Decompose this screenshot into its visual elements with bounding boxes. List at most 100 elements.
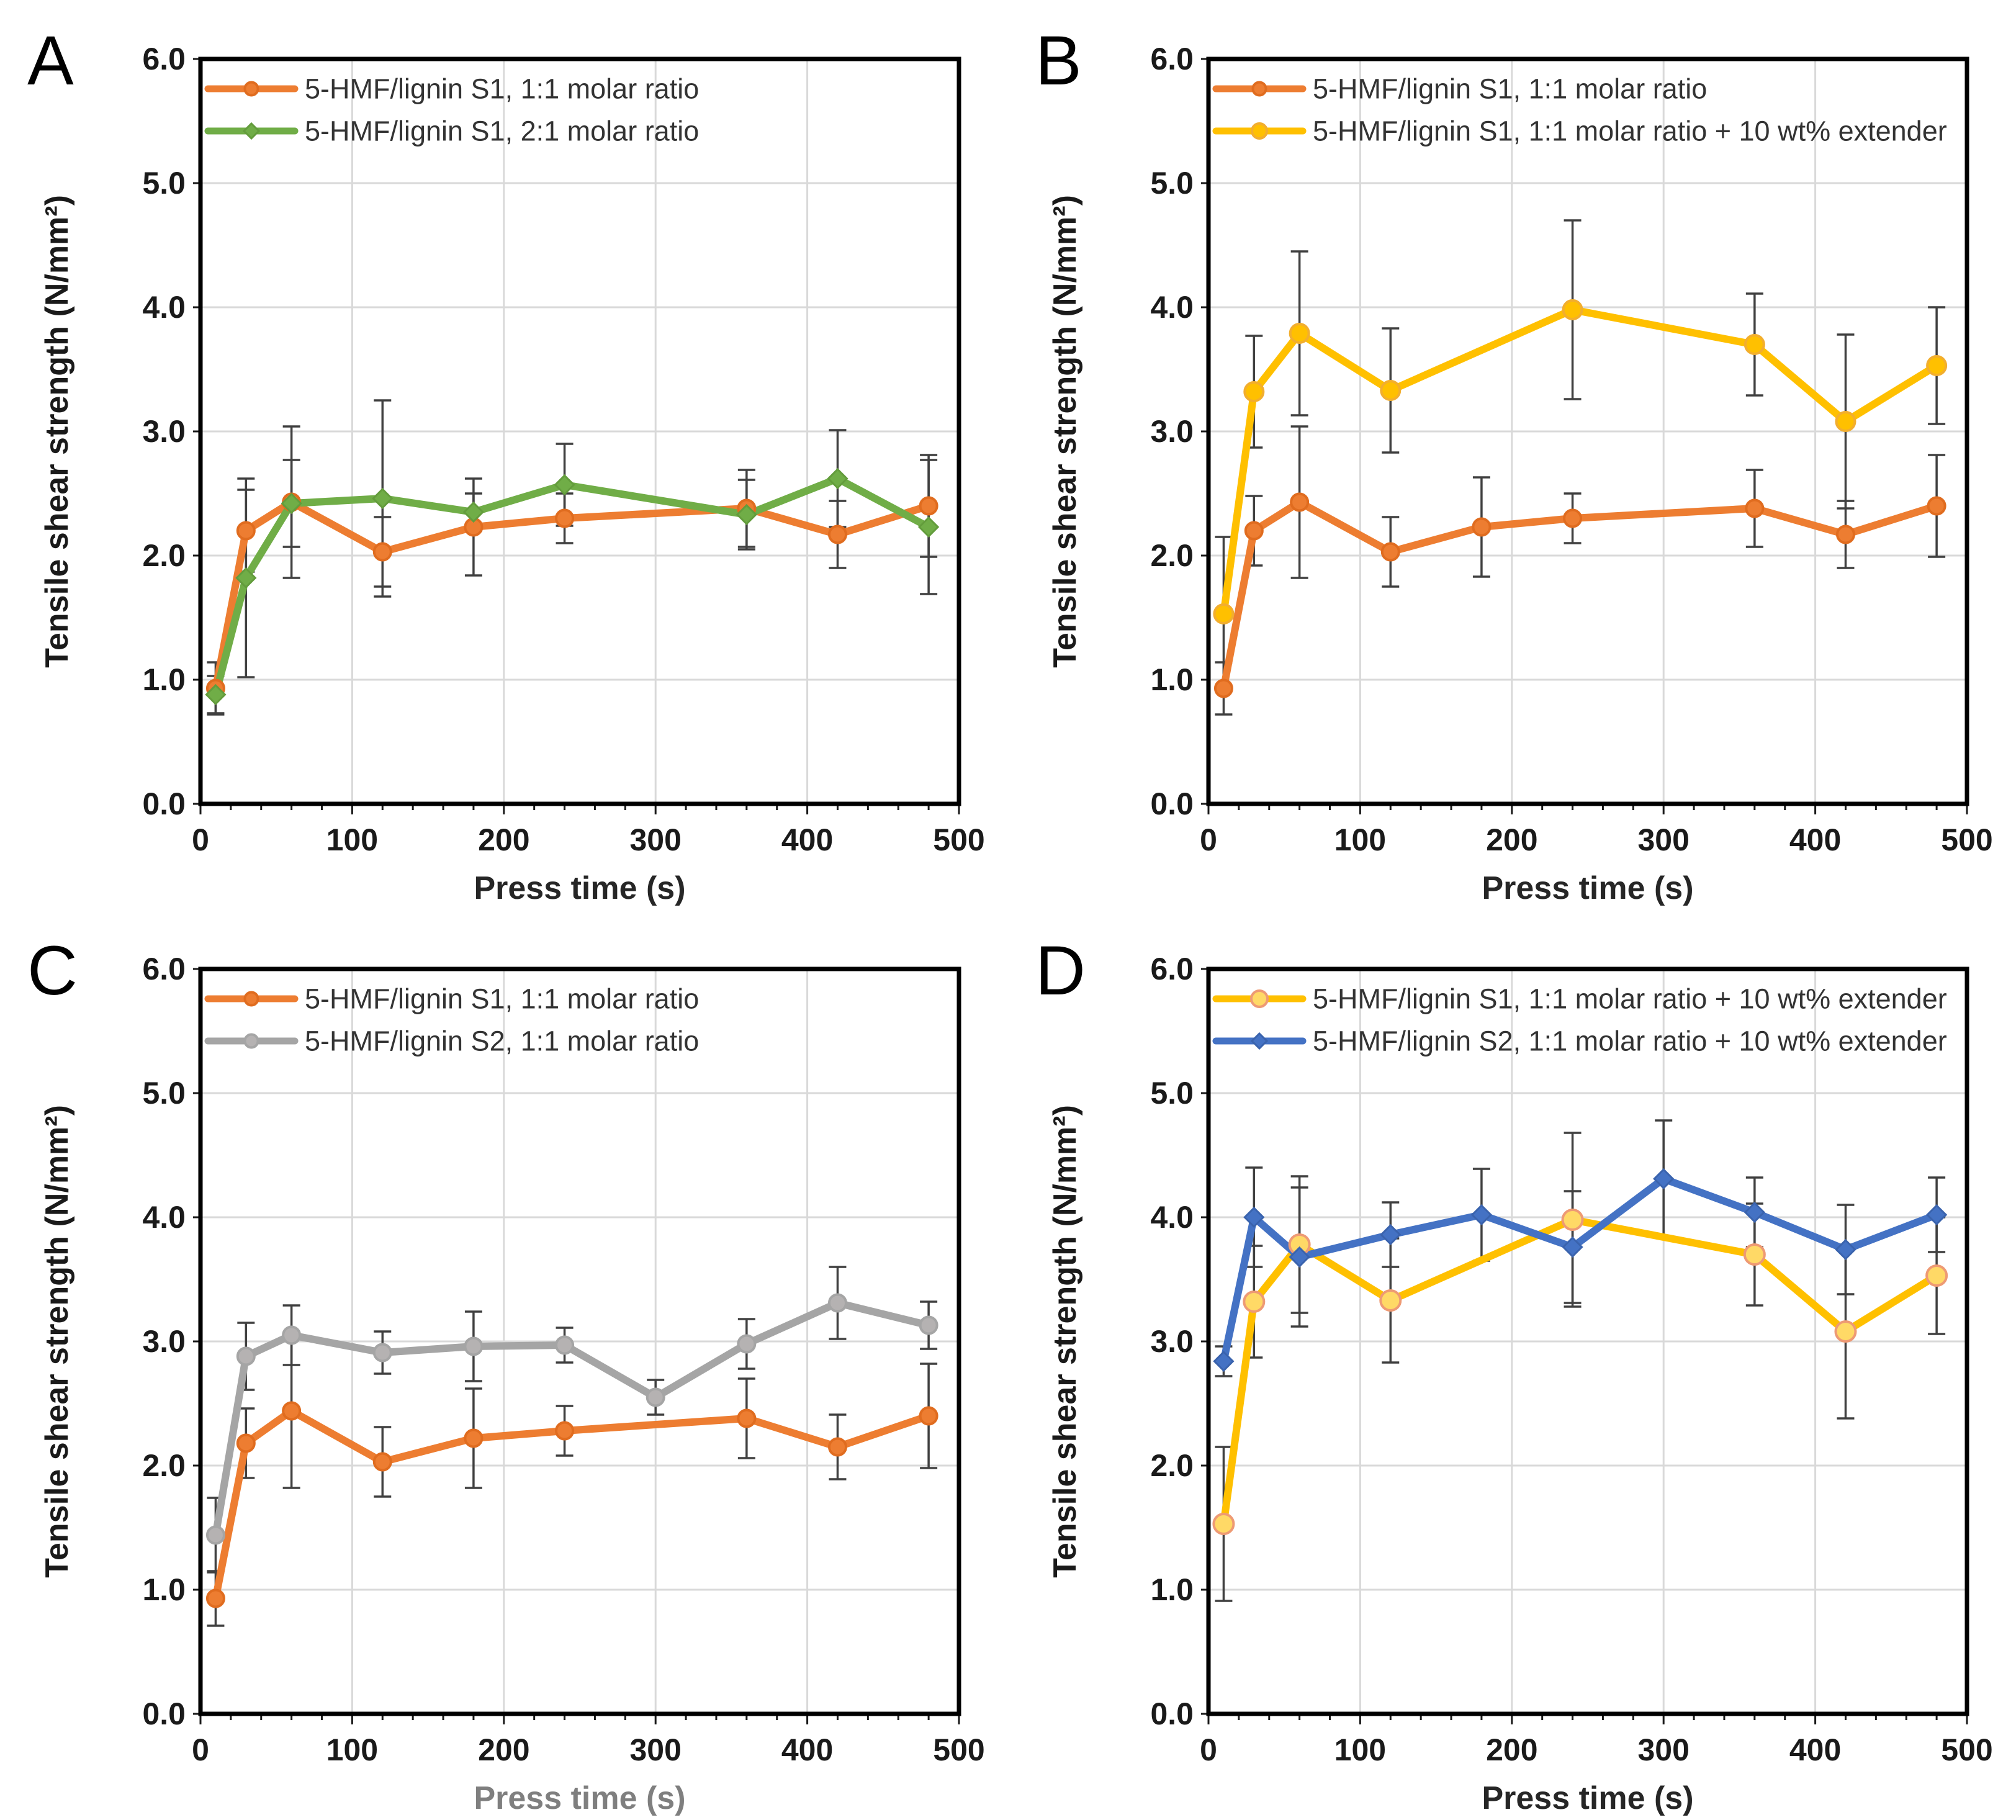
y-axis-title: Tensile shear strength (N/mm²) — [39, 195, 75, 668]
data-point-marker — [1213, 603, 1235, 624]
data-point-marker — [1925, 1204, 1948, 1226]
x-tick-label: 0 — [192, 822, 209, 857]
data-point-marker — [1563, 508, 1583, 528]
data-point-marker — [919, 1315, 938, 1335]
data-point-marker — [1744, 334, 1765, 355]
panel-d: 0.0 1.0 2.0 3.0 4.0 5.0 6.0 0 100 200 300 400 500 Pre… — [1008, 910, 2016, 1820]
y-tick-label: 0.0 — [1150, 1696, 1194, 1731]
y-tick-label: 6.0 — [142, 42, 186, 76]
data-point-marker — [1926, 355, 1948, 376]
y-tick-label: 4.0 — [1150, 290, 1194, 325]
y-tick-label: 2.0 — [1150, 1448, 1194, 1483]
panel-a-chart: 0.0 1.0 2.0 3.0 4.0 5.0 6.0 0 100 200 300 400 500 Pre… — [39, 42, 985, 906]
x-tick-label: 200 — [478, 1732, 529, 1767]
x-tick-label: 100 — [326, 1732, 378, 1767]
y-tick-label: 2.0 — [142, 1448, 186, 1483]
data-point-marker — [737, 1408, 757, 1428]
data-point-marker — [1743, 1243, 1766, 1266]
panel-c: 0.0 1.0 2.0 3.0 4.0 5.0 6.0 0 100 200 300 400 500 Pre… — [0, 910, 1008, 1820]
data-point-marker — [1243, 1206, 1265, 1228]
data-point-marker — [737, 1334, 757, 1354]
series-line-1 — [212, 1299, 933, 1539]
data-point-marker — [236, 521, 256, 541]
data-point-marker — [827, 1437, 847, 1457]
data-point-marker — [1380, 542, 1400, 562]
data-point-marker — [1835, 1238, 1856, 1261]
data-point-marker — [919, 496, 938, 516]
data-point-marker — [1379, 1289, 1402, 1312]
legend-entry-0: 5-HMF/lignin S1, 1:1 molar ratio — [204, 73, 699, 105]
x-tick-label: 400 — [781, 822, 833, 857]
data-point-marker — [554, 474, 575, 496]
data-point-marker — [555, 508, 575, 528]
panel-b-letter: B — [1035, 22, 1082, 99]
y-tick-label: 6.0 — [1150, 952, 1194, 986]
x-axis-title: Press time (s) — [474, 1780, 685, 1816]
data-point-marker — [205, 683, 227, 706]
data-point-marker — [1213, 678, 1233, 698]
data-point-marker — [1834, 1320, 1857, 1343]
data-point-marker — [1213, 1350, 1235, 1372]
data-point-marker — [1927, 496, 1946, 516]
data-point-marker — [282, 1401, 302, 1421]
data-point-marker — [1745, 498, 1765, 518]
panel-d-chart: 0.0 1.0 2.0 3.0 4.0 5.0 6.0 0 100 200 300 400 500 Pre… — [1047, 952, 1993, 1816]
y-tick-label: 1.0 — [1150, 662, 1194, 697]
data-point-marker — [205, 1588, 225, 1608]
legend-label: 5-HMF/lignin S1, 2:1 molar ratio — [305, 115, 699, 147]
data-point-marker — [1562, 299, 1583, 320]
y-axis-title: Tensile shear strength (N/mm²) — [1047, 195, 1083, 668]
series-line-1 — [1220, 306, 1941, 618]
data-point-marker — [1561, 1209, 1584, 1231]
legend-entry-1: 5-HMF/lignin S1, 1:1 molar ratio + 10 wt… — [1212, 115, 1947, 147]
series-line-0 — [212, 1407, 933, 1602]
y-tick-label: 3.0 — [1150, 414, 1194, 449]
data-point-marker — [1289, 1246, 1310, 1268]
plot-border — [1206, 56, 1969, 806]
data-point-marker — [1653, 1168, 1675, 1190]
x-tick-label: 400 — [1789, 822, 1841, 857]
data-point-marker — [235, 567, 257, 589]
x-axis-title: Press time (s) — [474, 870, 685, 906]
x-tick-label: 200 — [1486, 1732, 1537, 1767]
legend-entry-1: 5-HMF/lignin S2, 1:1 molar ratio — [204, 1025, 699, 1057]
data-point-marker — [1380, 1223, 1402, 1246]
data-point-marker — [236, 1433, 256, 1453]
x-tick-label: 100 — [1334, 1732, 1386, 1767]
panel-a: 0.0 1.0 2.0 3.0 4.0 5.0 6.0 0 100 200 300 400 500 Pre… — [0, 0, 1008, 910]
plot-border — [1206, 966, 1969, 1716]
y-tick-label: 3.0 — [142, 414, 186, 449]
data-point-marker — [1290, 492, 1310, 512]
x-tick-label: 500 — [1941, 822, 1992, 857]
y-tick-label: 2.0 — [1150, 538, 1194, 573]
data-point-marker — [827, 467, 848, 490]
y-tick-label: 0.0 — [1150, 786, 1194, 821]
panel-a-letter: A — [27, 22, 74, 99]
x-tick-label: 500 — [933, 822, 984, 857]
data-point-marker — [372, 542, 392, 562]
x-axis-title: Press time (s) — [1482, 1780, 1693, 1816]
series-line-1 — [1220, 1175, 1941, 1365]
panel-d-letter: D — [1035, 932, 1086, 1009]
data-point-marker — [282, 1325, 302, 1345]
data-point-marker — [827, 1293, 847, 1313]
data-point-marker — [1243, 1291, 1266, 1313]
x-tick-label: 400 — [781, 1732, 833, 1767]
data-point-marker — [1835, 411, 1856, 432]
series-line-0 — [1220, 1216, 1941, 1528]
legend-entry-1: 5-HMF/lignin S2, 1:1 molar ratio + 10 wt… — [1212, 1025, 1947, 1057]
data-point-marker — [1744, 1201, 1765, 1223]
data-point-marker — [462, 501, 485, 523]
legend-entry-0: 5-HMF/lignin S1, 1:1 molar ratio — [204, 983, 699, 1015]
data-point-marker — [1289, 323, 1310, 344]
legend-label: 5-HMF/lignin S1, 1:1 molar ratio + 10 wt… — [1313, 115, 1947, 147]
data-point-marker — [827, 525, 847, 544]
x-tick-label: 300 — [629, 822, 681, 857]
x-tick-label: 500 — [1941, 1732, 1992, 1767]
y-tick-label: 3.0 — [1150, 1324, 1194, 1359]
legend-label: 5-HMF/lignin S1, 1:1 molar ratio — [1313, 73, 1707, 105]
x-tick-label: 300 — [629, 1732, 681, 1767]
x-tick-label: 0 — [192, 1732, 209, 1767]
x-tick-label: 100 — [1334, 822, 1386, 857]
data-point-marker — [372, 1452, 392, 1472]
